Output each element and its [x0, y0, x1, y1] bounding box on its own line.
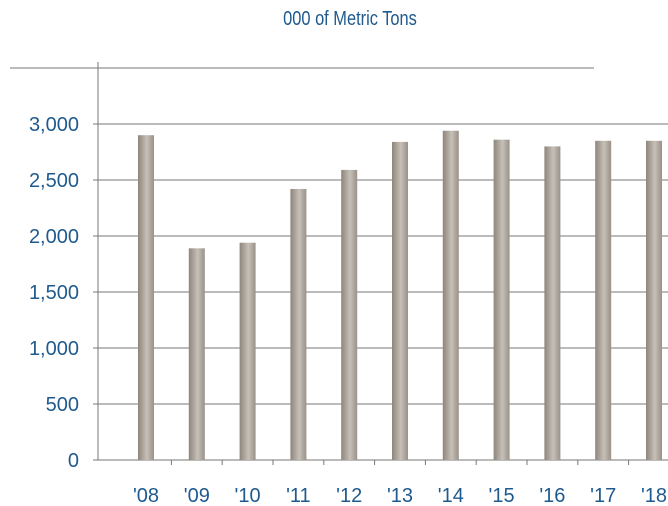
x-tick-label: '11 — [286, 485, 311, 506]
x-tick-label: '13 — [387, 485, 413, 506]
axes — [93, 62, 668, 465]
y-tick-labels: 0 500 1,000 1,500 2,000 2,500 3,000 — [29, 114, 79, 472]
x-tick-label: '18 — [641, 485, 667, 506]
y-tick-label: 3,000 — [29, 114, 79, 136]
bars — [138, 130, 662, 461]
bar — [138, 135, 154, 460]
y-tick-label: 500 — [46, 394, 79, 416]
y-tick-label: 1,000 — [29, 338, 79, 360]
bar — [392, 141, 408, 461]
x-tick-label: '09 — [184, 485, 210, 506]
x-tick-label: '16 — [539, 485, 565, 506]
bar — [341, 169, 358, 461]
bar — [239, 242, 256, 460]
y-tick-label: 2,500 — [29, 170, 79, 192]
bar — [188, 248, 205, 460]
y-tick-label: 1,500 — [29, 282, 79, 304]
x-tick-label: '08 — [133, 485, 159, 506]
y-tick-label: 0 — [68, 450, 79, 472]
bar — [646, 140, 662, 461]
bar — [493, 139, 510, 460]
x-tick-label: '15 — [489, 485, 515, 506]
bar — [290, 188, 307, 460]
x-tick-labels: '08 '09 '10 '11 '12 '13 '14 '15 '16 '17 '18 — [133, 485, 667, 506]
gridlines — [10, 67, 668, 405]
y-tick-label: 2,000 — [29, 226, 79, 248]
bar — [442, 130, 459, 460]
x-tick-label: '10 — [235, 485, 261, 506]
x-tick-label: '12 — [336, 485, 362, 506]
chart-title: 000 of Metric Tons — [283, 8, 417, 30]
x-tick-label: '17 — [590, 485, 616, 506]
x-tick-label: '14 — [438, 485, 464, 506]
bar — [595, 140, 612, 461]
bar — [544, 146, 561, 460]
